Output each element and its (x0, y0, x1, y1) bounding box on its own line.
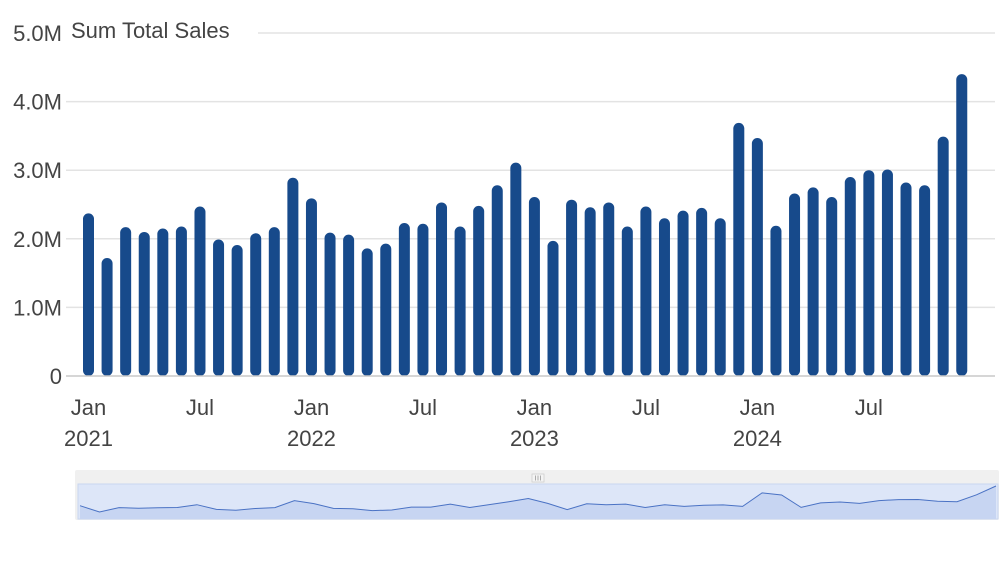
bar[interactable] (789, 193, 801, 376)
x-tick-year-label: 2024 (733, 426, 782, 451)
bar[interactable] (826, 196, 838, 376)
bar[interactable] (807, 187, 819, 376)
bar[interactable] (417, 223, 429, 376)
y-tick-label: 5.0M (13, 21, 62, 46)
bar[interactable] (343, 234, 355, 376)
bar[interactable] (194, 206, 206, 376)
bar[interactable] (640, 206, 652, 376)
navigator-series-line (79, 485, 997, 513)
bar[interactable] (714, 218, 726, 376)
bar[interactable] (547, 240, 559, 376)
bar[interactable] (380, 243, 392, 376)
x-tick-year-label: 2021 (64, 426, 113, 451)
bar[interactable] (250, 233, 262, 376)
bar[interactable] (937, 136, 949, 376)
gridlines (66, 32, 995, 309)
bar[interactable] (919, 185, 931, 376)
bar[interactable] (213, 239, 225, 376)
bar[interactable] (751, 137, 763, 376)
x-tick-label: Jul (409, 395, 437, 420)
bar[interactable] (696, 207, 708, 376)
bars[interactable] (83, 74, 968, 376)
x-tick-label: Jan (517, 395, 552, 420)
grip-handle-icon[interactable] (531, 473, 545, 483)
bar[interactable] (584, 207, 596, 376)
x-tick-label: Jul (855, 395, 883, 420)
x-tick-year-label: 2023 (510, 426, 559, 451)
bar[interactable] (900, 182, 912, 376)
x-tick-label: Jan (294, 395, 329, 420)
bar[interactable] (231, 244, 243, 376)
bar[interactable] (566, 199, 578, 376)
range-navigator[interactable] (75, 470, 999, 520)
bar[interactable] (324, 232, 336, 376)
bar[interactable] (83, 213, 94, 376)
bar[interactable] (120, 227, 132, 376)
bar[interactable] (436, 202, 448, 376)
bar[interactable] (473, 205, 485, 376)
bar[interactable] (305, 198, 317, 376)
x-tick-label: Jul (186, 395, 214, 420)
x-tick-label: Jan (740, 395, 775, 420)
bar[interactable] (733, 122, 745, 376)
y-tick-label: 0 (50, 364, 62, 389)
y-tick-label: 3.0M (13, 158, 62, 183)
x-tick-year-label: 2022 (287, 426, 336, 451)
y-tick-label: 4.0M (13, 90, 62, 115)
bar[interactable] (175, 226, 187, 376)
y-tick-label: 1.0M (13, 295, 62, 320)
bar[interactable] (863, 170, 875, 376)
navigator-series-area (80, 486, 996, 519)
bar[interactable] (361, 248, 373, 376)
x-tick-label: Jul (632, 395, 660, 420)
y-tick-label: 2.0M (13, 227, 62, 252)
y-axis-ticks: 0 1.0M 2.0M 3.0M 4.0M 5.0M (13, 21, 62, 389)
y-axis-title: Sum Total Sales (71, 18, 230, 43)
x-tick-label: Jan (71, 395, 106, 420)
bar[interactable] (658, 218, 670, 376)
bar[interactable] (138, 231, 150, 376)
bar[interactable] (398, 223, 410, 376)
bar[interactable] (287, 177, 299, 376)
bar[interactable] (677, 210, 689, 376)
bar[interactable] (510, 162, 522, 376)
bar[interactable] (603, 202, 615, 376)
bar[interactable] (101, 258, 113, 376)
bar[interactable] (157, 228, 169, 376)
bar[interactable] (268, 227, 280, 376)
bar[interactable] (956, 74, 968, 376)
bar[interactable] (454, 226, 466, 376)
bar[interactable] (621, 226, 633, 376)
bar[interactable] (528, 196, 540, 376)
bar[interactable] (770, 225, 782, 376)
bar[interactable] (491, 185, 503, 376)
bar[interactable] (844, 177, 856, 376)
x-axis-ticks: Jan 2021 Jul Jan 2022 Jul Jan 2023 Jul Jan 2024 Jul (64, 395, 883, 451)
bar[interactable] (881, 169, 893, 376)
